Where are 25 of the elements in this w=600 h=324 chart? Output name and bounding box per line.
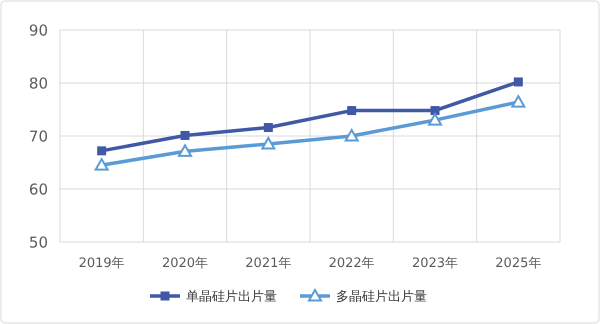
x-tick-label: 2019年 — [78, 256, 125, 271]
y-tick-label: 50 — [28, 233, 48, 252]
point — [180, 130, 190, 140]
legend-label: 多晶硅片出片量 — [336, 290, 427, 305]
point — [430, 106, 440, 116]
point — [178, 144, 192, 157]
point — [94, 158, 109, 171]
y-tick-label: 60 — [28, 180, 48, 198]
point — [514, 77, 523, 86]
legend-label: 单晶硅片出片量 — [186, 290, 277, 305]
x-tick-label: 2022年 — [328, 256, 375, 271]
point — [511, 95, 526, 108]
point — [344, 129, 359, 142]
x-tick-label: 2023年 — [412, 256, 458, 271]
y-tick-label: 80 — [28, 74, 48, 92]
point — [97, 146, 106, 156]
x-tick-label: 2020年 — [162, 256, 208, 271]
x-tick-label: 2021年 — [245, 256, 292, 271]
point — [264, 123, 273, 132]
point — [261, 136, 276, 150]
x-tick-label: 2025年 — [495, 256, 542, 271]
point — [428, 113, 442, 126]
y-tick-label: 90 — [28, 21, 48, 40]
point — [347, 106, 356, 116]
y-tick-label: 70 — [28, 127, 48, 146]
